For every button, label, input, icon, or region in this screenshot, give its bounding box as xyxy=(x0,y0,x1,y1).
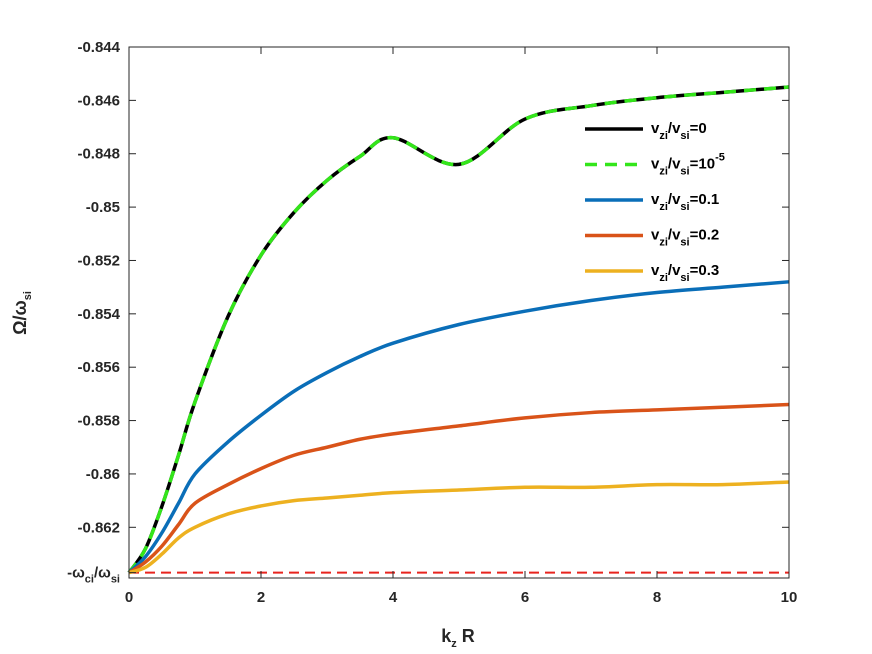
legend-part: v xyxy=(651,156,660,173)
legend-sub: zi xyxy=(659,201,668,213)
legend-entry-2: vzi/vsi=0.1 xyxy=(651,191,719,213)
y-tick-label: -0.86 xyxy=(86,466,120,483)
series-line-2 xyxy=(127,280,790,574)
special-tick-sub: ci xyxy=(85,574,94,586)
y-tick-label: -0.856 xyxy=(77,359,120,376)
legend-entry-4: vzi/vsi=0.3 xyxy=(651,262,719,284)
tick-labels-layer: 0 2 4 6 8 10 -0.844 -0.846 -0.848 -0.85 -0.852 -0.8… xyxy=(67,39,797,606)
series-line-1 xyxy=(127,85,790,574)
legend-part: =0.3 xyxy=(690,262,720,279)
axes-box xyxy=(128,46,790,579)
axes-layer xyxy=(128,46,790,579)
legend-part: v xyxy=(651,191,660,208)
legend-part: /v xyxy=(668,262,681,279)
legend-entry-0: vzi/vsi=0 xyxy=(651,120,707,142)
y-axis-label: Ω/ωsi xyxy=(10,291,34,335)
y-axis-label-main: Ω/ω xyxy=(10,300,30,335)
legend-part: v xyxy=(651,227,660,244)
legend-entry-3: vzi/vsi=0.2 xyxy=(651,227,719,249)
x-tick-label: 0 xyxy=(125,589,133,606)
legend-sup: -5 xyxy=(715,152,725,164)
legend-part: /v xyxy=(668,227,681,244)
legend-sub: si xyxy=(680,201,689,213)
y-tick-label: -0.85 xyxy=(86,199,120,216)
x-axis-label-sub: z xyxy=(451,638,457,650)
y-tick-label: -0.852 xyxy=(77,252,120,269)
x-tick-label: 10 xyxy=(781,589,798,606)
x-tick-label: 2 xyxy=(257,589,265,606)
legend-part: =0 xyxy=(690,120,707,137)
x-axis-label-tail: R xyxy=(457,626,475,646)
series-line-4 xyxy=(128,480,790,575)
special-tick-part: -ω xyxy=(67,565,85,582)
legend-sub: si xyxy=(680,166,689,178)
legend-sub: zi xyxy=(659,166,668,178)
legend-part: /v xyxy=(668,191,681,208)
x-tick-label: 4 xyxy=(389,589,398,606)
series-line-3 xyxy=(128,402,790,575)
legend-entry-1: vzi/vsi=10-5 xyxy=(651,152,725,178)
legend-sub: zi xyxy=(659,130,668,142)
legend-part: =10 xyxy=(690,156,715,173)
legend-sub: zi xyxy=(659,272,668,284)
x-tick-label: 8 xyxy=(653,589,661,606)
x-axis-label: kz R xyxy=(441,626,475,650)
y-tick-label: -0.846 xyxy=(77,92,120,109)
y-tick-label: -0.858 xyxy=(77,413,120,430)
special-tick-sub: si xyxy=(111,574,120,586)
legend-sub: zi xyxy=(659,237,668,249)
legend-part: v xyxy=(651,262,660,279)
y-axis-label-sub: si xyxy=(22,291,34,300)
legend-sub: si xyxy=(680,272,689,284)
legend-sub: si xyxy=(680,237,689,249)
legend-part: /v xyxy=(668,120,681,137)
legend-part: =0.1 xyxy=(690,191,720,208)
special-tick-part: /ω xyxy=(94,565,111,582)
legend-part: =0.2 xyxy=(690,227,720,244)
y-tick-label: -0.862 xyxy=(77,519,120,536)
series-layer xyxy=(127,85,790,575)
legend-part: v xyxy=(651,120,660,137)
x-axis-label-main: k xyxy=(441,626,452,646)
y-tick-label-special: -ωci/ωsi xyxy=(67,565,120,586)
y-tick-label: -0.848 xyxy=(77,146,120,163)
y-tick-label: -0.854 xyxy=(77,306,120,323)
x-tick-label: 6 xyxy=(521,589,529,606)
legend: vzi/vsi=0vzi/vsi=10-5vzi/vsi=0.1vzi/vsi=… xyxy=(585,120,725,284)
legend-sub: si xyxy=(680,130,689,142)
legend-part: /v xyxy=(668,156,681,173)
y-tick-label: -0.844 xyxy=(77,39,120,56)
